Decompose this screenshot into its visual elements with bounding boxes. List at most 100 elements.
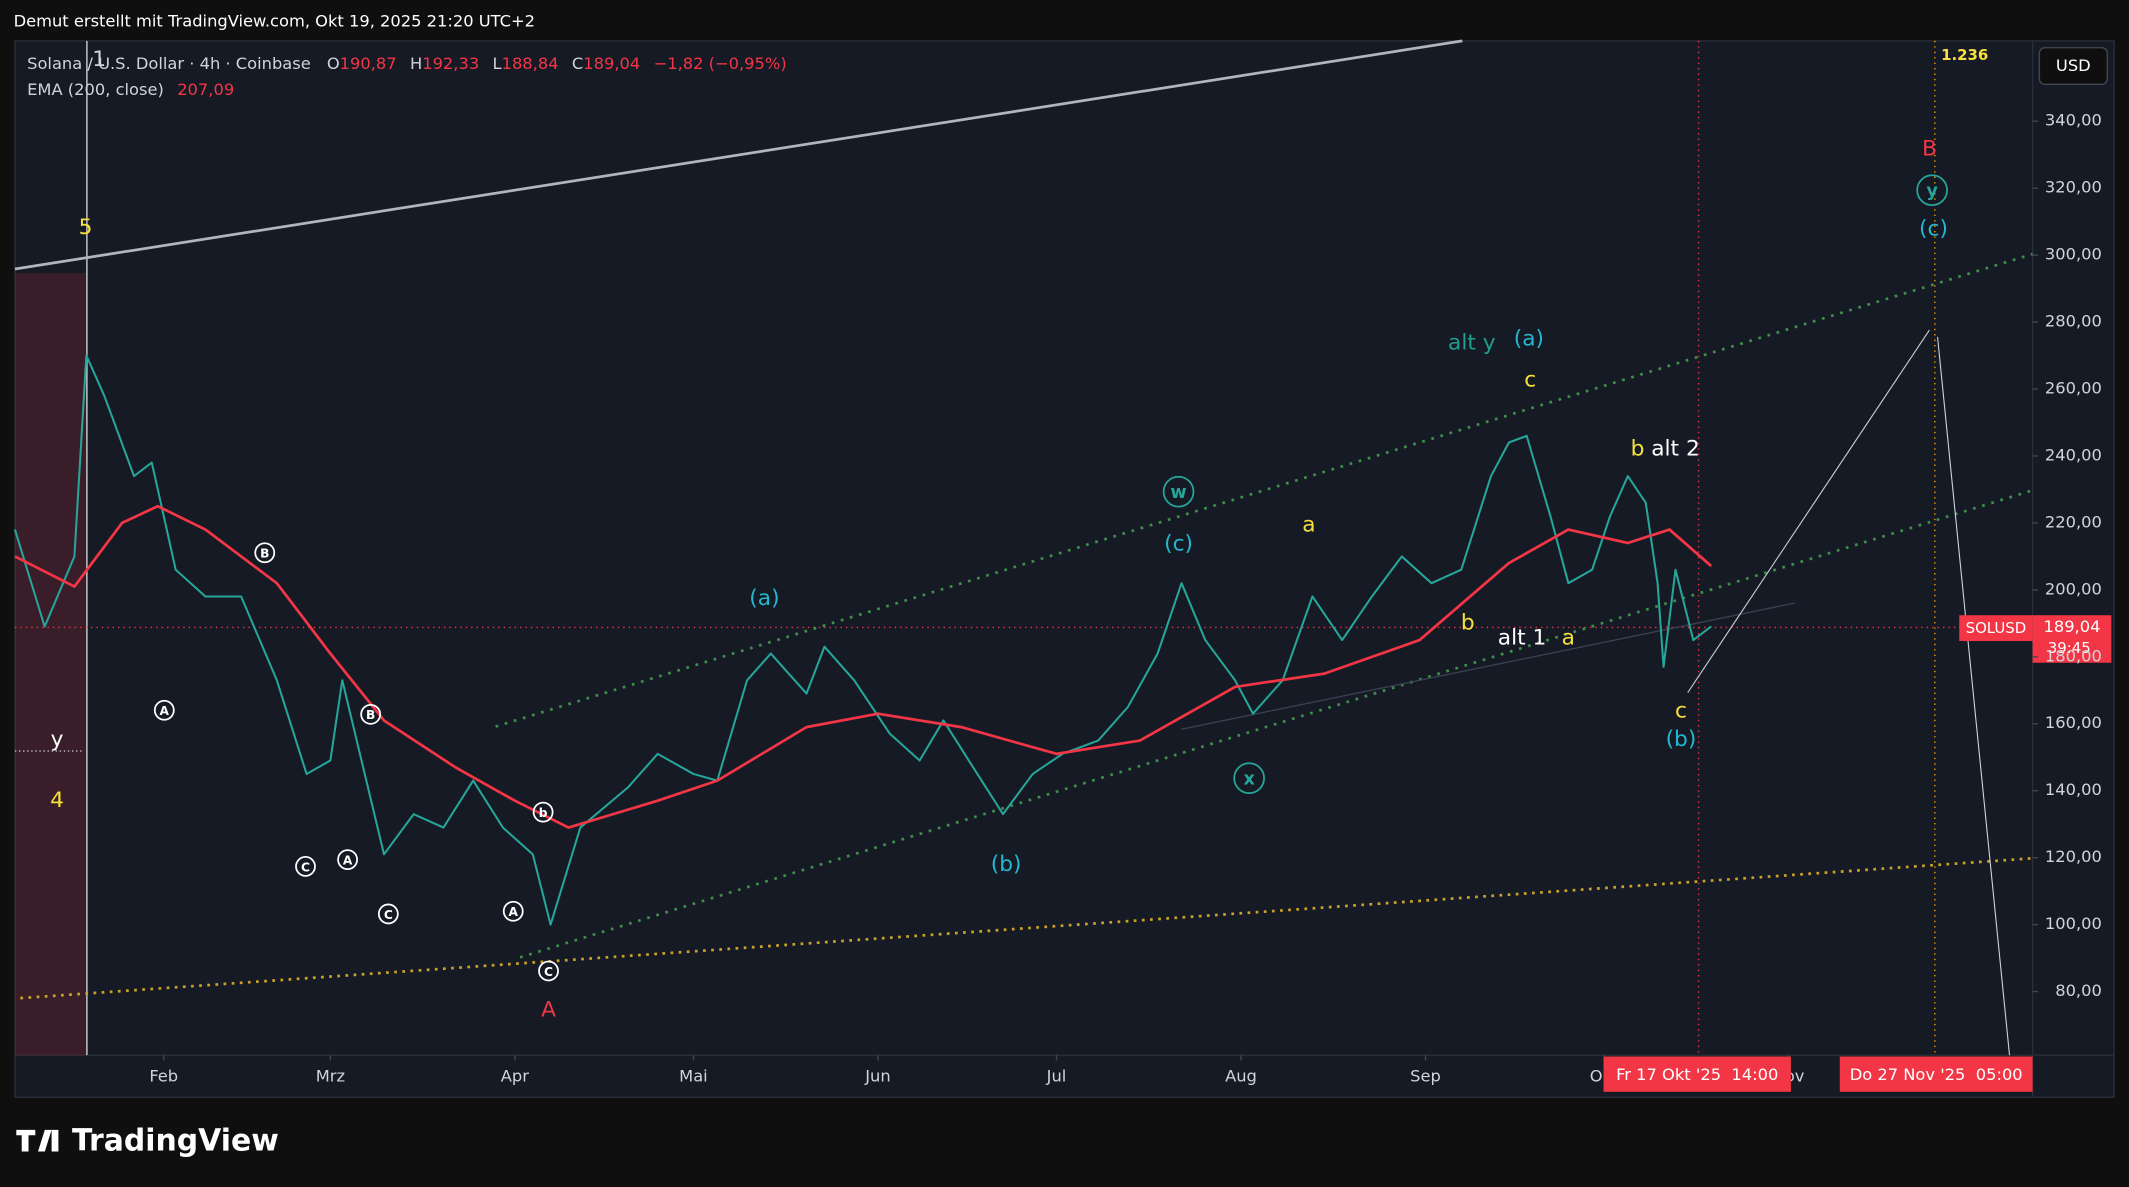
- x-tick-label: Sep: [1410, 1066, 1441, 1085]
- wave-label: C: [301, 860, 310, 874]
- ohlc-value: 192,33: [422, 53, 479, 72]
- indicator-value: 207,09: [177, 79, 234, 98]
- wave-label: A: [541, 997, 556, 1022]
- y-tick-label: 280,00: [2045, 312, 2102, 331]
- date-label: Fr 17 Okt '25 14:00: [1616, 1065, 1778, 1084]
- axes: 80,00 100,00 120,00 140,00 160,00 180,00 200,0…: [149, 111, 2102, 1086]
- wave-label: 5: [79, 215, 93, 240]
- wave-circle: [1162, 475, 1195, 508]
- wave-label: x: [1243, 770, 1255, 790]
- wave-label: b: [1461, 610, 1475, 635]
- wave-circle: [153, 699, 175, 721]
- wave-label: b: [539, 806, 548, 820]
- trendline: [1181, 602, 1796, 730]
- x-tick-label: Aug: [1225, 1066, 1257, 1085]
- price-line: [13, 354, 1712, 926]
- plot: [13, 354, 1713, 926]
- wave-label: alt 2: [1651, 437, 1700, 462]
- currency[interactable]: USD: [2056, 56, 2091, 75]
- wave-label: b: [1631, 437, 1645, 462]
- wave-label: (a): [749, 586, 779, 611]
- last-price: 189,04: [2043, 617, 2100, 636]
- price-tag: [2032, 615, 2112, 663]
- ohlc-value: 188,84: [502, 53, 559, 72]
- wave-label: a: [1302, 513, 1315, 538]
- wave-label: (b): [991, 852, 1022, 877]
- wave-circle: [360, 703, 382, 725]
- y-tick-label: 180,00: [2045, 646, 2102, 665]
- x-tick-label: Mrz: [316, 1066, 345, 1085]
- fib-label: 1.236: [1941, 46, 1988, 64]
- wave-label: alt 1: [1498, 625, 1547, 650]
- ohlc-label: H: [410, 53, 422, 72]
- wave-label: (a): [1514, 327, 1544, 352]
- wave-label: A: [343, 853, 353, 867]
- header: Demut erstellt mit TradingView.com, Okt …: [14, 11, 535, 30]
- wave-circle: [532, 801, 554, 823]
- wave-circle: [538, 960, 559, 982]
- legend: Solana / U.S. Dollar · 4h · Coinbase O19…: [27, 53, 787, 72]
- wave-circle: [502, 900, 524, 922]
- y-tick-label: 240,00: [2045, 445, 2102, 464]
- currency-button[interactable]: [2038, 46, 2108, 86]
- wave-label: B: [366, 708, 375, 722]
- wave-label: a: [1562, 625, 1575, 650]
- wave-circle: [254, 542, 276, 564]
- chart-frame: [14, 40, 2115, 1098]
- trendline: [14, 39, 1463, 271]
- ohlc-value: 189,04: [583, 53, 640, 72]
- ohlc-label: C: [572, 53, 583, 72]
- indicator-legend: EMA (200, close) 207,09: [27, 79, 234, 98]
- wave-label: B: [260, 547, 269, 561]
- date-tag: [1603, 1056, 1791, 1092]
- countdown: 39:45: [2048, 639, 2091, 657]
- logo-mark: [16, 1129, 59, 1152]
- wave-label: 4: [50, 788, 64, 813]
- y-tick-label: 340,00: [2045, 111, 2102, 130]
- wave-circle: [377, 903, 399, 925]
- highlight-zone: [14, 273, 87, 1056]
- y-tick-label: 320,00: [2045, 178, 2102, 197]
- x-tick-label: Mai: [679, 1066, 708, 1085]
- wave-label: c: [1675, 699, 1687, 724]
- y-tick-label: 200,00: [2045, 579, 2102, 598]
- wave-label: (c): [1919, 217, 1948, 242]
- projection-line: [1937, 336, 2011, 1056]
- wave-label: C: [384, 908, 393, 922]
- trendline: [20, 856, 2033, 1000]
- y-tick-label: 100,00: [2045, 914, 2102, 933]
- wave-label: c: [1524, 367, 1536, 392]
- wave-label: alt y: [1448, 331, 1496, 356]
- ohlc-label: O: [327, 53, 340, 72]
- y-tick-label: 120,00: [2045, 847, 2102, 866]
- y-tick-label: 80,00: [2055, 981, 2102, 1000]
- y-tick-label: 260,00: [2045, 379, 2102, 398]
- wave-label: A: [509, 905, 519, 919]
- channel-line: [495, 252, 2033, 728]
- projection-line: [1687, 329, 1930, 693]
- ema-line: [14, 504, 1713, 829]
- ohlc-label: L: [493, 53, 502, 72]
- wave-label: (b): [1666, 727, 1697, 752]
- channel-line: [519, 489, 2033, 959]
- indicator-name: EMA (200, close): [27, 79, 164, 98]
- wave-circle: [1916, 174, 1948, 207]
- wave-label: y: [1926, 182, 1938, 202]
- symbol-label: SOLUSD: [1966, 619, 2027, 637]
- date-label: Do 27 Nov '25 05:00: [1850, 1065, 2023, 1084]
- logo: TradingView: [16, 1124, 279, 1159]
- wave-label: B: [1922, 137, 1937, 162]
- y-tick-label: 140,00: [2045, 780, 2102, 799]
- wave-circle: [337, 849, 358, 871]
- wave-label: w: [1170, 483, 1186, 503]
- x-tick-label: Jul: [1046, 1066, 1067, 1085]
- ohlc-value: 190,87: [340, 53, 397, 72]
- x-tick-label: Apr: [501, 1066, 529, 1085]
- y-tick-label: 160,00: [2045, 713, 2102, 732]
- y-tick-label: 300,00: [2045, 245, 2102, 264]
- wave-label: y: [51, 727, 64, 752]
- symbol-tag: [1959, 615, 2033, 642]
- wave-circle: [295, 856, 316, 877]
